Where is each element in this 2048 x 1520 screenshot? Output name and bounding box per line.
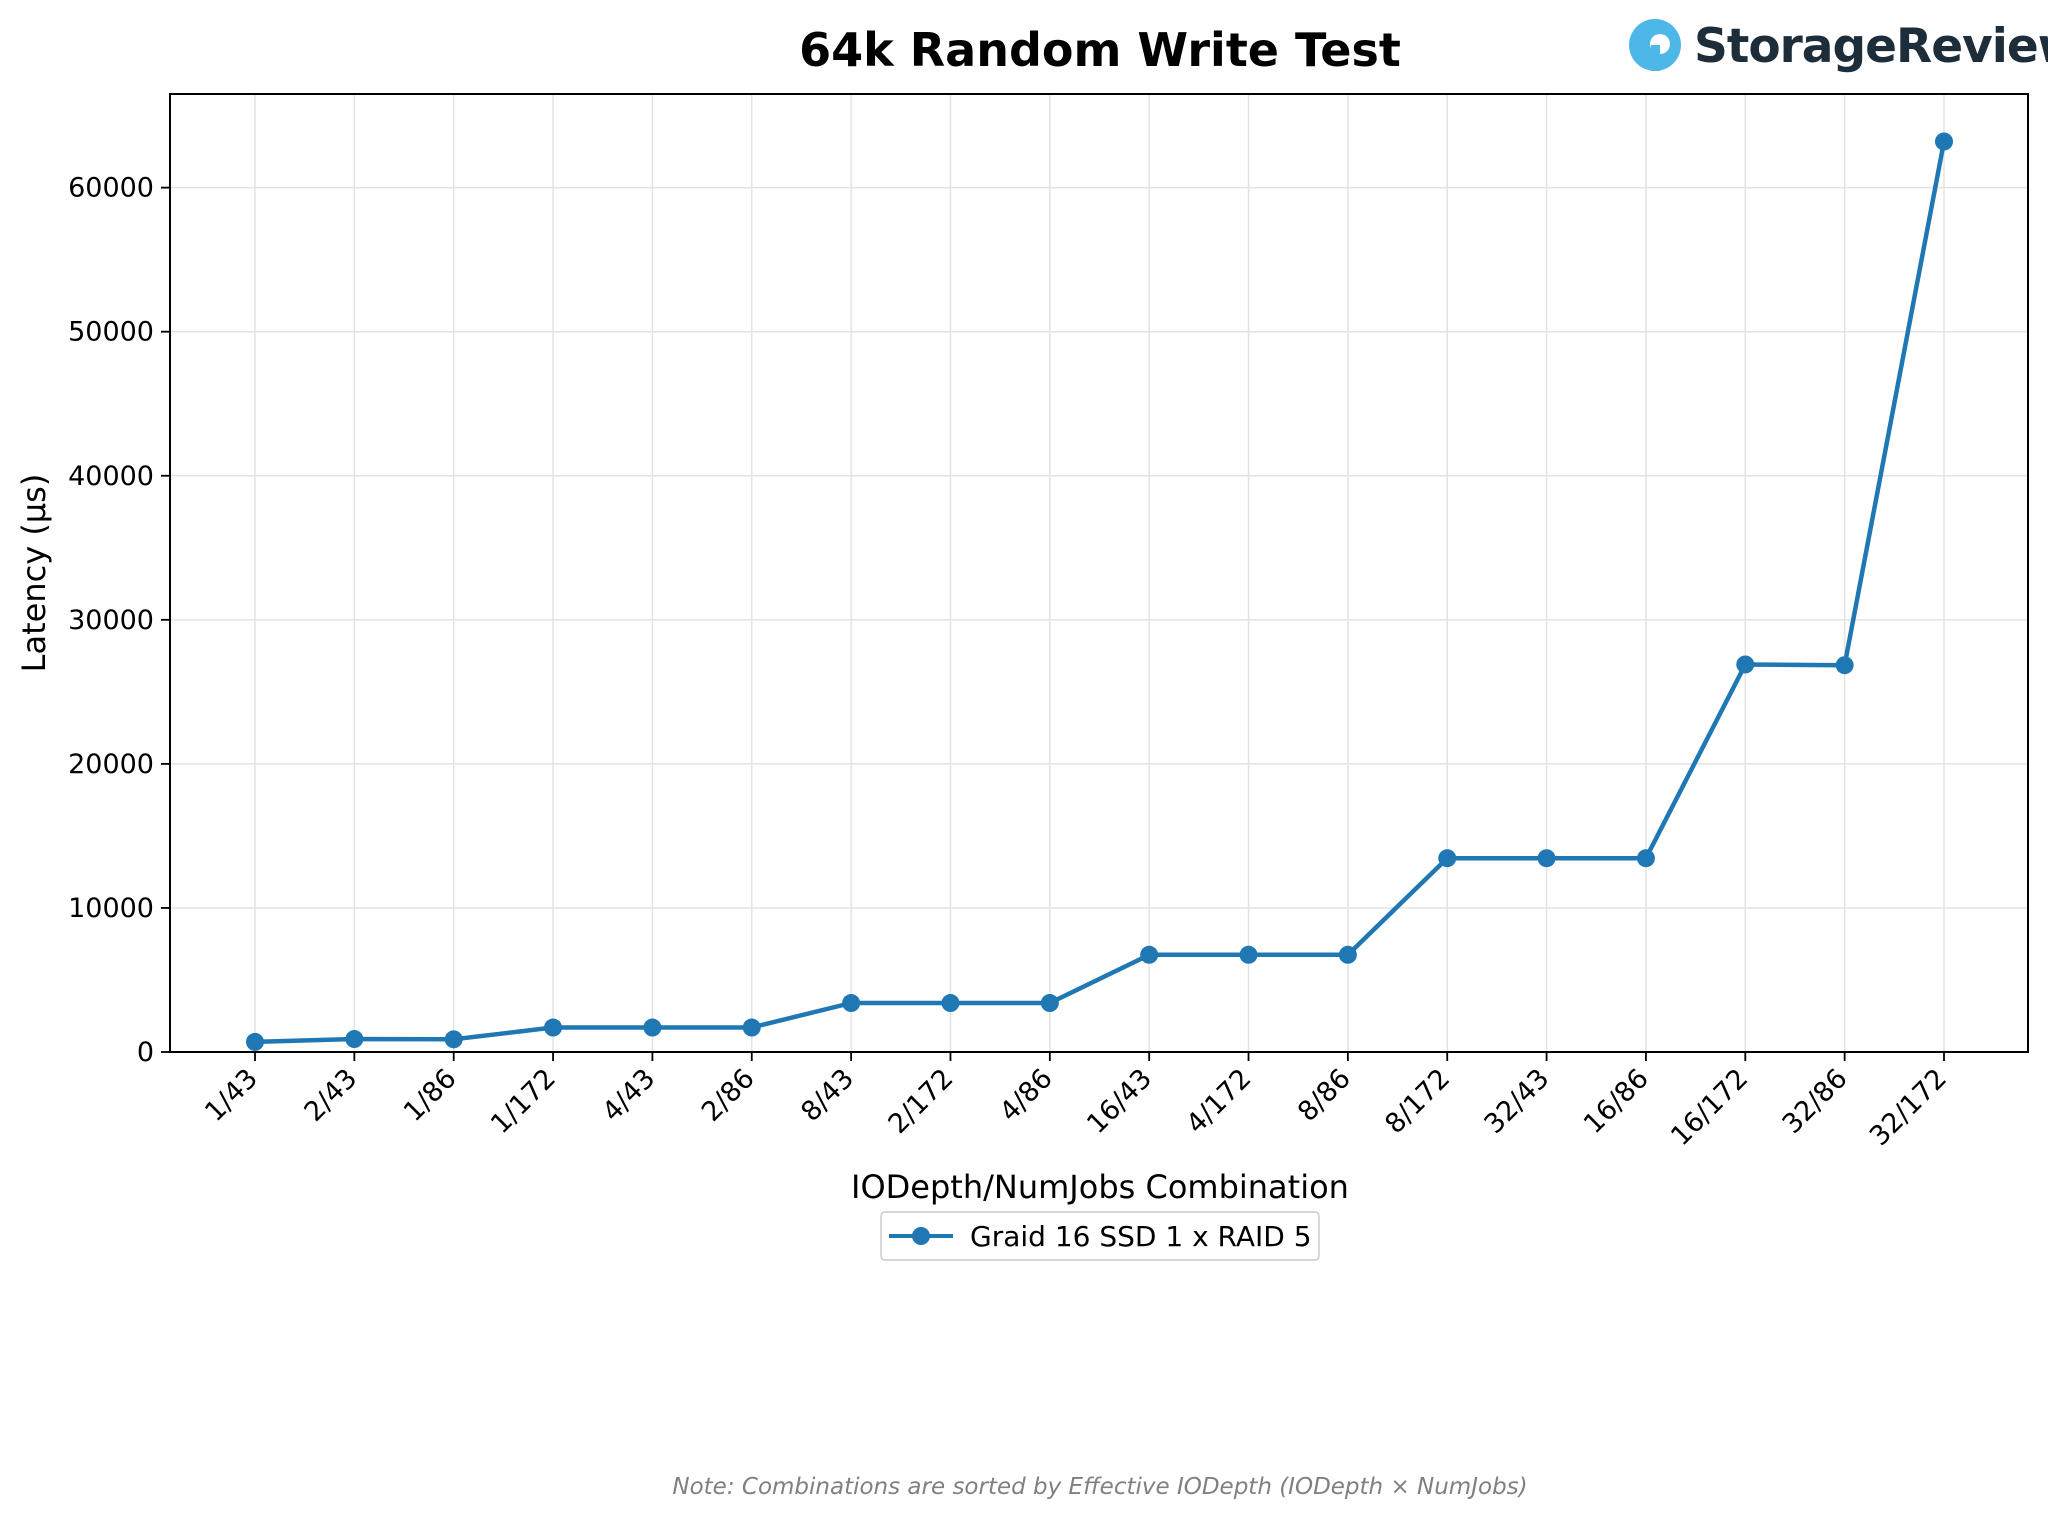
y-tick-label: 10000 bbox=[68, 893, 154, 924]
chart-note: Note: Combinations are sorted by Effecti… bbox=[672, 1474, 1527, 1500]
data-point bbox=[1239, 945, 1258, 964]
y-tick-label: 20000 bbox=[68, 749, 154, 780]
x-tick-label: 1/86 bbox=[398, 1063, 463, 1128]
x-tick-label: 1/43 bbox=[199, 1063, 264, 1128]
x-tick-label: 4/172 bbox=[1181, 1063, 1258, 1140]
storagereview-logo-icon bbox=[1629, 19, 1681, 71]
y-tick-label: 0 bbox=[137, 1037, 154, 1068]
x-tick-label: 2/172 bbox=[882, 1063, 959, 1140]
x-tick-label: 1/172 bbox=[485, 1063, 562, 1140]
x-tick-label: 32/86 bbox=[1777, 1063, 1854, 1140]
y-axis-label: Latency (µs) bbox=[15, 474, 53, 673]
data-point bbox=[1736, 655, 1755, 674]
legend-label: Graid 16 SSD 1 x RAID 5 bbox=[970, 1220, 1312, 1253]
y-tick-label: 50000 bbox=[68, 317, 154, 348]
data-point bbox=[1040, 994, 1059, 1013]
data-point bbox=[345, 1030, 364, 1049]
data-point bbox=[1835, 656, 1854, 675]
y-tick-label: 60000 bbox=[68, 173, 154, 204]
x-tick-label: 2/86 bbox=[696, 1063, 761, 1128]
data-point bbox=[1140, 945, 1159, 964]
x-tick-label: 4/86 bbox=[994, 1063, 1059, 1128]
y-tick-label: 40000 bbox=[68, 461, 154, 492]
logo-text: StorageReview bbox=[1694, 19, 2048, 74]
legend-box bbox=[880, 1211, 1320, 1261]
series-line bbox=[254, 141, 1947, 1045]
chart-title: 64k Random Write Test bbox=[799, 23, 1401, 77]
y-tick-label: 30000 bbox=[68, 605, 154, 636]
data-point bbox=[544, 1018, 563, 1037]
data-point bbox=[1935, 132, 1953, 151]
y-axis: 0 10000 20000 30000 40000 50000 60000 bbox=[68, 173, 170, 1068]
series-layer bbox=[246, 132, 1953, 1051]
data-point bbox=[1537, 849, 1556, 868]
x-tick-label: 32/43 bbox=[1479, 1063, 1556, 1140]
plot-frame bbox=[169, 93, 2029, 1053]
x-axis: 1/43 2/43 1/86 1/172 4/43 2/86 8/43 2/172 4/86 16… bbox=[199, 1052, 1953, 1152]
x-tick-label: 16/43 bbox=[1081, 1063, 1158, 1140]
x-tick-label: 32/172 bbox=[1864, 1063, 1953, 1152]
x-tick-label: 8/172 bbox=[1379, 1063, 1456, 1140]
data-point bbox=[1338, 945, 1357, 964]
data-point bbox=[444, 1030, 463, 1049]
data-point bbox=[941, 994, 960, 1013]
grid bbox=[170, 94, 2028, 1053]
data-point bbox=[742, 1018, 761, 1037]
x-tick-label: 16/172 bbox=[1665, 1063, 1754, 1152]
x-tick-label: 8/86 bbox=[1292, 1063, 1357, 1128]
data-point bbox=[246, 1032, 264, 1051]
x-tick-label: 4/43 bbox=[597, 1063, 662, 1128]
legend: Graid 16 SSD 1 x RAID 5 bbox=[880, 1211, 1320, 1261]
data-point bbox=[643, 1018, 662, 1037]
data-point bbox=[842, 994, 861, 1013]
x-tick-label: 8/43 bbox=[795, 1063, 860, 1128]
x-tick-label: 16/86 bbox=[1578, 1063, 1655, 1140]
x-tick-label: 2/43 bbox=[299, 1063, 364, 1128]
logo: StorageReview bbox=[1629, 19, 2048, 74]
x-axis-label: IODepth/NumJobs Combination bbox=[851, 1168, 1349, 1206]
legend-marker-swatch bbox=[912, 1227, 930, 1245]
data-point bbox=[1636, 849, 1655, 868]
data-point bbox=[1438, 849, 1457, 868]
